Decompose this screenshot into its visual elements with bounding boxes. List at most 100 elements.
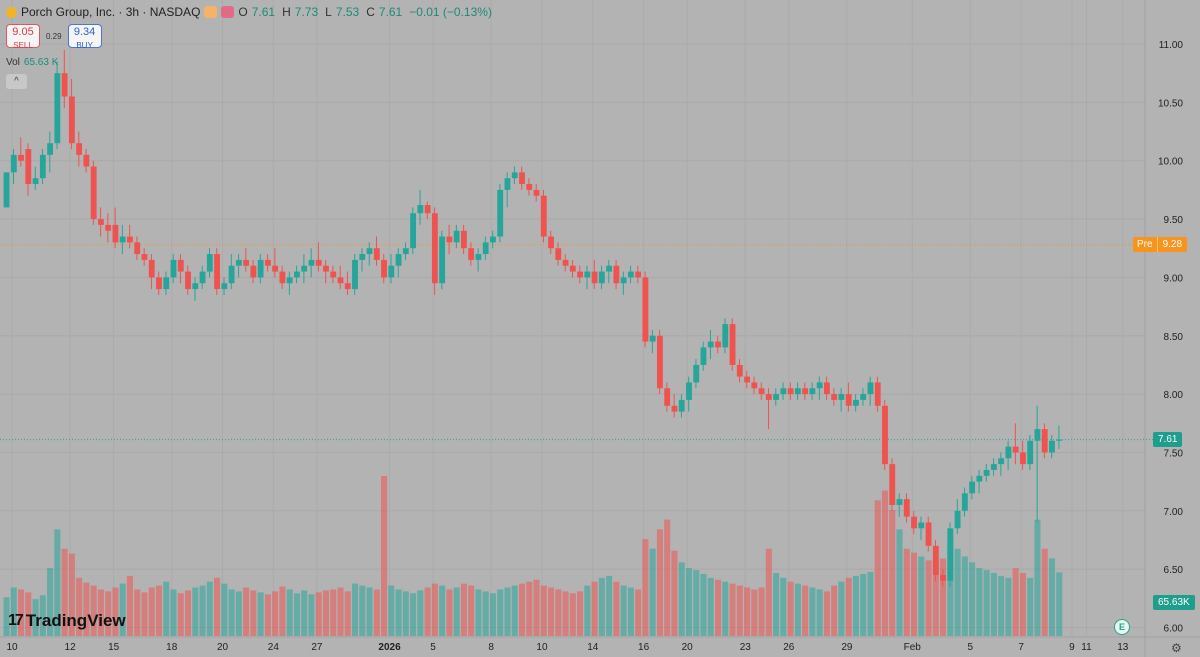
time-axis-label: 5 <box>430 642 436 653</box>
change-value: −0.01 (−0.13%) <box>409 5 492 19</box>
volume-bar <box>577 591 584 636</box>
volume-bar <box>47 568 54 636</box>
candle-body <box>475 254 482 260</box>
time-axis-label: 24 <box>268 642 280 653</box>
candle-body <box>25 149 32 185</box>
collapse-chevron-icon[interactable]: ^ <box>6 74 27 89</box>
candle-body <box>744 376 750 383</box>
price-axis-label: 7.00 <box>1164 507 1184 518</box>
candle-body <box>402 248 409 255</box>
price-axis-label: 6.50 <box>1164 565 1184 576</box>
volume-legend[interactable]: Vol 65.63 K <box>6 57 58 68</box>
candle-body <box>976 475 983 482</box>
candle-body <box>105 224 112 231</box>
volume-bar <box>155 585 163 636</box>
high-value: 7.73 <box>294 5 319 19</box>
candle-body <box>700 347 707 365</box>
candle-body <box>715 341 721 348</box>
volume-bar <box>627 587 634 636</box>
volume-bar <box>831 585 838 636</box>
market-status-icon[interactable] <box>204 6 218 18</box>
volume-axis-label: 65.63K <box>1153 595 1195 610</box>
settings-gear-icon[interactable]: ⚙ <box>1171 641 1182 655</box>
candle-body <box>794 388 801 395</box>
volume-bar <box>932 562 939 636</box>
candle-body <box>381 259 387 278</box>
volume-bar <box>562 591 569 636</box>
time-axis-label: 5 <box>968 642 974 653</box>
time-axis-label: 8 <box>488 642 494 653</box>
volume-bar <box>185 590 192 636</box>
volume-bar <box>736 585 743 636</box>
volume-bar <box>489 593 496 636</box>
candle-body <box>424 205 431 214</box>
last-price-label: 7.61 <box>1153 432 1183 447</box>
volume-bar <box>460 583 467 636</box>
candle-body <box>417 205 424 214</box>
time-axis-label: 23 <box>740 642 752 653</box>
volume-bar <box>620 585 627 636</box>
volume-bar <box>511 585 518 636</box>
symbol-title[interactable]: Porch Group, Inc. · 3h · NASDAQ <box>21 5 201 19</box>
candle-body <box>809 388 816 395</box>
open-label: O <box>238 5 248 19</box>
candle-body <box>765 394 772 400</box>
price-axis-label: 9.00 <box>1164 273 1184 284</box>
candle-body <box>127 236 133 243</box>
candle-body <box>199 271 206 284</box>
price-axis-label: 7.50 <box>1164 448 1184 459</box>
candle-body <box>831 394 838 400</box>
candle-body <box>591 271 598 284</box>
price-axis-label: 10.00 <box>1158 157 1183 168</box>
candle-body <box>853 399 859 406</box>
volume-bar <box>431 583 438 636</box>
volume-bar <box>1048 558 1055 636</box>
candle-body <box>1034 429 1041 441</box>
price-axis-label: 8.00 <box>1164 390 1184 401</box>
volume-bar <box>693 570 700 636</box>
candle-body <box>141 254 148 260</box>
time-axis-label: 11 <box>1081 642 1092 653</box>
price-axis-label: 10.50 <box>1158 98 1183 109</box>
candle-body <box>540 195 547 237</box>
volume-bar <box>395 589 402 636</box>
extended-hours-icon[interactable] <box>221 6 235 18</box>
volume-bar <box>1019 572 1026 636</box>
candle-body <box>874 382 881 406</box>
tradingview-mark-icon: 17 <box>8 612 24 629</box>
volume-bar <box>293 593 300 636</box>
candle-body <box>206 254 213 272</box>
time-axis-label: 9 <box>1069 642 1075 653</box>
candle-body <box>76 143 83 155</box>
time-axis-label: 27 <box>311 642 323 653</box>
volume-bar <box>272 591 279 636</box>
volume-bar <box>569 593 576 636</box>
volume-bar <box>700 573 707 636</box>
candle-body <box>10 154 17 173</box>
volume-bar <box>453 587 460 636</box>
high-label: H <box>282 5 291 19</box>
buy-label: BUY <box>76 41 93 50</box>
volume-bar <box>170 589 177 636</box>
candle-body <box>286 277 293 284</box>
sell-button[interactable]: 9.05 SELL <box>6 24 40 50</box>
pre-market-badge: Pre 9.28 <box>1133 237 1188 252</box>
volume-bar <box>141 592 148 636</box>
tradingview-logo[interactable]: 17 TradingView <box>8 611 126 631</box>
candle-body <box>519 172 525 185</box>
low-label: L <box>325 5 332 19</box>
candle-body <box>47 143 54 155</box>
earnings-icon[interactable]: E <box>1114 619 1130 635</box>
candle-body <box>250 265 257 278</box>
volume-bar <box>518 583 526 636</box>
buy-button[interactable]: 9.34 BUY <box>67 24 102 50</box>
volume-bar <box>61 548 68 636</box>
candle-body <box>330 271 337 278</box>
candle-body <box>352 259 358 290</box>
candle-body <box>1005 446 1012 459</box>
buy-price: 9.34 <box>73 26 96 38</box>
volume-bar <box>126 575 133 636</box>
volume-bar <box>751 589 758 636</box>
